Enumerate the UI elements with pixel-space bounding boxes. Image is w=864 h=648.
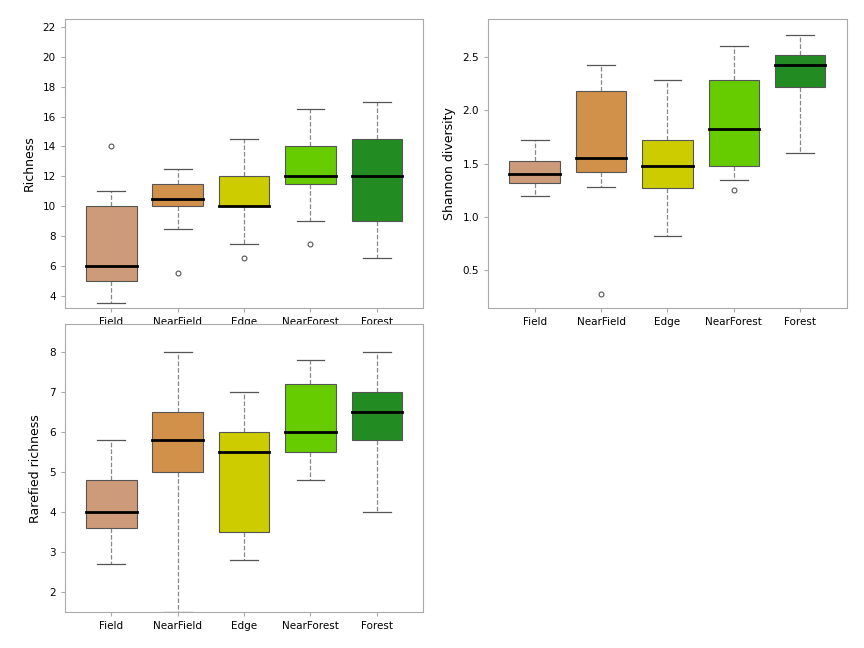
Bar	[219, 176, 270, 206]
Bar	[219, 432, 270, 532]
Bar	[285, 384, 336, 452]
Bar	[775, 54, 825, 87]
Bar	[152, 412, 203, 472]
Bar	[352, 392, 402, 440]
Y-axis label: Shannon diversity: Shannon diversity	[442, 107, 455, 220]
Bar	[86, 480, 137, 528]
Bar	[575, 91, 626, 172]
Bar	[708, 80, 759, 166]
Y-axis label: Richness: Richness	[22, 135, 35, 192]
Bar	[642, 140, 693, 188]
Bar	[152, 184, 203, 206]
Bar	[510, 161, 560, 183]
Y-axis label: Rarefied richness: Rarefied richness	[29, 414, 42, 522]
Bar	[86, 206, 137, 281]
Bar	[285, 146, 336, 184]
Bar	[352, 139, 402, 221]
